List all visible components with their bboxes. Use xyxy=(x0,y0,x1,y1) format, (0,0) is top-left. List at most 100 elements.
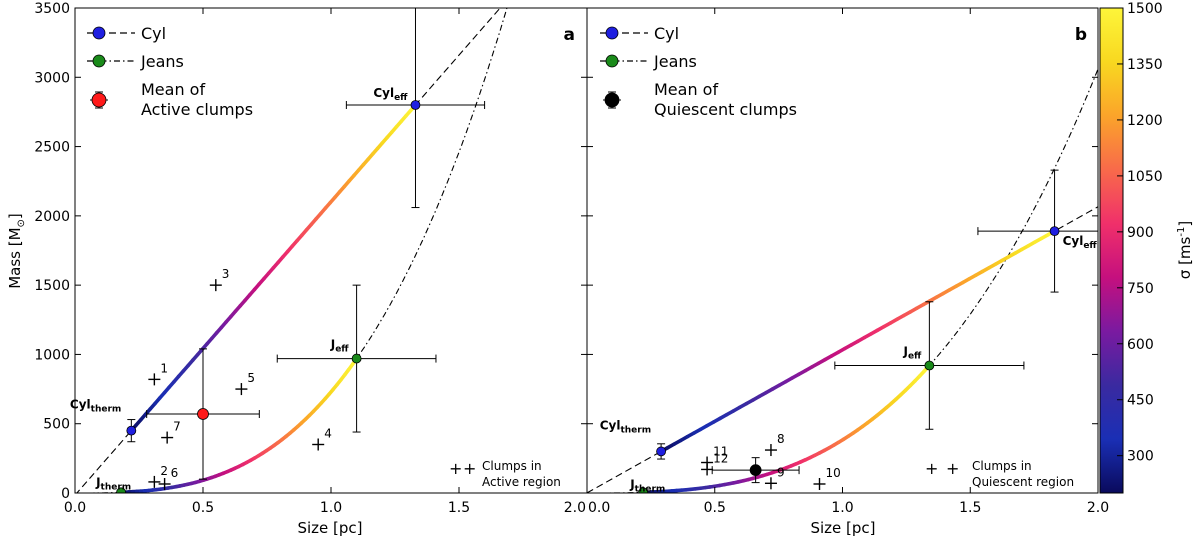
legend-cyl-marker xyxy=(92,26,106,40)
xtick-label: 1.5 xyxy=(959,500,981,516)
clump-label: 10 xyxy=(826,466,841,480)
xtick-label: 1.0 xyxy=(831,500,853,516)
legend-cyl-label: Cyl xyxy=(141,24,166,43)
clump-label: 8 xyxy=(777,432,785,446)
clump-label: 7 xyxy=(173,420,181,434)
xtick-label: 0.5 xyxy=(704,500,726,516)
legend-b-mean-marker xyxy=(604,92,620,108)
legend-mean-marker xyxy=(91,92,107,108)
colorbar-ticks: 300 450 600 750 900 1050 1200 1350 1500 xyxy=(1117,1,1163,465)
panel-b-axes: 0.0 0.5 1.0 1.5 2.0 xyxy=(586,7,1109,516)
colorbar-tick-label: 900 xyxy=(1127,225,1154,241)
point-cyl_eff xyxy=(1049,226,1060,237)
point-label-j_therm: Jtherm xyxy=(629,477,665,494)
clump-label: 9 xyxy=(777,465,785,479)
clump-label: 2 xyxy=(160,464,168,478)
colorbar: 300 450 600 750 900 1050 1200 1350 1500 σ [ms-1] xyxy=(1099,1,1194,494)
colorbar-label: σ [ms-1] xyxy=(1176,221,1194,279)
jeans-model-line xyxy=(587,68,1098,493)
point-cyl_therm xyxy=(656,446,666,457)
xtick-label: 0.5 xyxy=(192,500,214,516)
legend-b-cyl-marker xyxy=(605,26,619,40)
panel-a-ylabel: Mass [M⊙] xyxy=(6,213,27,289)
point-label-j_eff: Jeff xyxy=(330,338,350,355)
point-label-cyl_eff: Cyleff xyxy=(1063,234,1098,251)
ytick-label: 2500 xyxy=(34,140,70,156)
colorbar-tick-label: 1050 xyxy=(1127,169,1163,185)
point-cyl_therm xyxy=(126,425,137,436)
legend-clumps-line1: Clumps in xyxy=(482,459,542,473)
panel-a-axes: 0.0 0.5 1.0 1.5 2.0 0 500 1000 1500 2000 2500 3000 3… xyxy=(34,1,588,516)
ytick-label: 3500 xyxy=(34,1,70,17)
legend-b-jeans-marker xyxy=(605,54,619,68)
clump-label: 5 xyxy=(247,371,255,385)
panel-a-legend: Cyl Jeans Mean of Active clumps + + Clum… xyxy=(87,24,561,489)
colorbar-tick-label: 300 xyxy=(1127,449,1154,465)
legend-clumps-line2: Active region xyxy=(482,475,561,489)
panel-a-xlabel: Size [pc] xyxy=(297,519,362,537)
plot-area: 1 2 3 4 5 6 7 xyxy=(75,8,508,493)
clump-label: 11 xyxy=(713,445,728,459)
legend-b-cyl-label: Cyl xyxy=(654,24,679,43)
ytick-label: 3000 xyxy=(34,70,70,86)
legend-b-clump-marker-2: + xyxy=(946,459,959,478)
xtick-label: 0.0 xyxy=(588,500,610,516)
xtick-label: 2.0 xyxy=(564,500,586,516)
panel-b-letter: b xyxy=(1075,25,1087,45)
point-mean xyxy=(749,464,762,477)
xtick-label: 0.0 xyxy=(64,500,86,516)
ytick-label: 1500 xyxy=(34,278,70,294)
legend-b-clump-marker-1: + xyxy=(925,459,938,478)
cyl-model-line xyxy=(76,8,501,493)
legend-jeans-label: Jeans xyxy=(140,52,184,71)
clump-label: 1 xyxy=(160,361,168,375)
jeans-model-line xyxy=(75,8,508,493)
colorbar-tick-label: 450 xyxy=(1127,393,1154,409)
point-j_therm xyxy=(638,487,649,493)
colorbar-gradient xyxy=(1099,7,1124,494)
point-label-cyl_eff: Cyleff xyxy=(373,86,408,103)
point-cyl_eff xyxy=(410,100,421,110)
legend-mean-line2: Active clumps xyxy=(141,100,253,119)
legend-mean-line1: Mean of xyxy=(141,80,205,99)
legend-b-clumps-line2: Quiescent region xyxy=(972,475,1074,489)
clump-label: 12 xyxy=(713,451,728,465)
legend-clump-marker-1: + xyxy=(449,459,462,478)
clump-label: 3 xyxy=(222,267,230,281)
point-label-cyl_therm: Cyltherm xyxy=(70,398,121,415)
legend-clump-marker-2: + xyxy=(463,459,476,478)
point-j_therm xyxy=(116,487,126,493)
point-j_eff xyxy=(351,353,362,364)
ytick-label: 2000 xyxy=(34,209,70,225)
panel-b-xlabel: Size [pc] xyxy=(810,519,875,537)
colorbar-tick-label: 1200 xyxy=(1127,113,1163,129)
ytick-label: 1000 xyxy=(34,347,70,363)
point-label-j_therm: Jtherm xyxy=(95,475,131,492)
colorbar-tick-label: 1500 xyxy=(1127,1,1163,17)
panel-a: 1 2 3 4 5 6 7 Cyltherm Cyleff Jtherm Jeff 0.0 0.5 1.… xyxy=(6,1,588,537)
panel-a-letter: a xyxy=(564,25,575,45)
panel-b-legend: Cyl Jeans Mean of Quiescent clumps + + C… xyxy=(600,24,1074,489)
panel-a-marks: 1 2 3 4 5 6 7 Cyltherm Cyleff Jtherm Jeff xyxy=(70,8,508,493)
ytick-label: 500 xyxy=(43,417,70,433)
xtick-label: 1.5 xyxy=(448,500,470,516)
xtick-label: 1.0 xyxy=(320,500,342,516)
colorbar-tick-label: 750 xyxy=(1127,281,1154,297)
point-j_eff xyxy=(924,360,935,371)
xtick-label: 2.0 xyxy=(1087,500,1109,516)
legend-b-mean-line1: Mean of xyxy=(654,80,718,99)
point-label-j_eff: Jeff xyxy=(902,345,922,362)
legend-b-mean-line2: Quiescent clumps xyxy=(654,100,797,119)
clump-label: 4 xyxy=(324,427,332,441)
colorbar-tick-label: 600 xyxy=(1127,337,1154,353)
ytick-label: 0 xyxy=(61,486,70,502)
clump-label: 6 xyxy=(171,466,179,480)
legend-b-clumps-line1: Clumps in xyxy=(972,459,1032,473)
point-mean xyxy=(197,408,209,420)
colorbar-tick-label: 1350 xyxy=(1127,57,1163,73)
legend-jeans-marker xyxy=(92,54,106,68)
